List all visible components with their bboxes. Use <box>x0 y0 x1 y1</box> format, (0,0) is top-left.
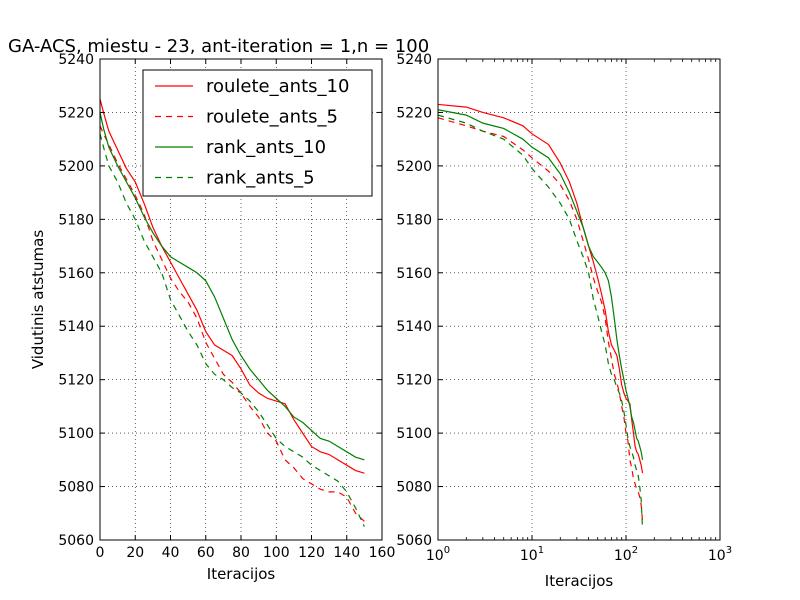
right-y-tick-label: 5140 <box>396 319 432 335</box>
left-x-tick-label: 60 <box>197 545 215 561</box>
right-y-tick-label: 5220 <box>396 105 432 121</box>
right-y-tick-label: 5120 <box>396 373 432 389</box>
right-y-tick-label: 5180 <box>396 212 432 228</box>
right-axes-frame <box>437 58 721 541</box>
left-y-tick-label: 5120 <box>58 373 94 389</box>
right-y-tick-label: 5060 <box>396 533 432 549</box>
right-chart-panel: 5060 5080 5100 5120 5140 5160 5180 5200 5220 5240… <box>396 52 732 590</box>
right-series-line-3 <box>438 114 644 530</box>
left-x-tick-label: 80 <box>232 545 250 561</box>
legend-entry-1: roulete_ants_5 <box>206 107 338 128</box>
legend-box <box>142 69 373 197</box>
figure-title: GA-ACS, miestu - 23, ant-iteration = 1,n… <box>8 36 429 57</box>
right-series-group <box>438 103 644 530</box>
left-y-tick-label: 5140 <box>58 319 94 335</box>
left-y-tick-label: 5100 <box>58 426 94 442</box>
right-y-tick-label: 5080 <box>396 480 432 496</box>
right-x-tick-label: 102 <box>614 545 638 564</box>
left-y-tick-label: 5080 <box>58 480 94 496</box>
left-y-tick-label: 5240 <box>58 52 94 68</box>
left-series-line-0 <box>100 98 365 474</box>
left-y-tick-label: 5060 <box>58 533 94 549</box>
left-chart-panel: 5060 5080 5100 5120 5140 5160 5180 5200 5220 5240… <box>29 52 395 583</box>
right-series-line-1 <box>438 117 644 522</box>
right-y-tick-label: 5200 <box>396 159 432 175</box>
left-series-line-3 <box>100 133 365 527</box>
left-x-tick-label: 120 <box>298 545 325 561</box>
left-y-tick-label: 5180 <box>58 212 94 228</box>
right-series-line-0 <box>438 103 644 474</box>
right-x-tick-label: 103 <box>708 545 732 564</box>
left-y-tick-label: 5220 <box>58 105 94 121</box>
legend: roulete_ants_10 roulete_ants_5 rank_ants_1… <box>142 69 373 197</box>
left-y-tick-label: 5160 <box>58 266 94 282</box>
right-x-tick-label: 101 <box>520 545 544 564</box>
right-series-line-2 <box>438 109 644 460</box>
left-x-tick-label: 160 <box>369 545 396 561</box>
legend-entry-0: roulete_ants_10 <box>206 76 349 97</box>
left-x-tick-label: 140 <box>333 545 360 561</box>
left-series-line-2 <box>100 112 365 461</box>
legend-entry-3: rank_ants_5 <box>206 168 315 189</box>
right-y-tick-label: 5160 <box>396 266 432 282</box>
left-y-axis-label: Vidutinis atstumas <box>29 230 47 370</box>
right-x-tick-label: 100 <box>426 545 450 564</box>
left-x-tick-label: 100 <box>263 545 290 561</box>
left-series-line-1 <box>100 125 365 522</box>
left-x-axis-label: Iteracijos <box>207 565 276 583</box>
left-y-tick-label: 5200 <box>58 159 94 175</box>
left-series-group <box>100 98 365 527</box>
right-y-tick-label: 5240 <box>396 52 432 68</box>
left-x-tick-label: 40 <box>162 545 180 561</box>
left-x-tick-label: 0 <box>96 545 105 561</box>
legend-entry-2: rank_ants_10 <box>206 137 326 158</box>
right-y-tick-label: 5100 <box>396 426 432 442</box>
left-x-tick-label: 20 <box>126 545 144 561</box>
right-x-axis-label: Iteracijos <box>545 572 614 590</box>
